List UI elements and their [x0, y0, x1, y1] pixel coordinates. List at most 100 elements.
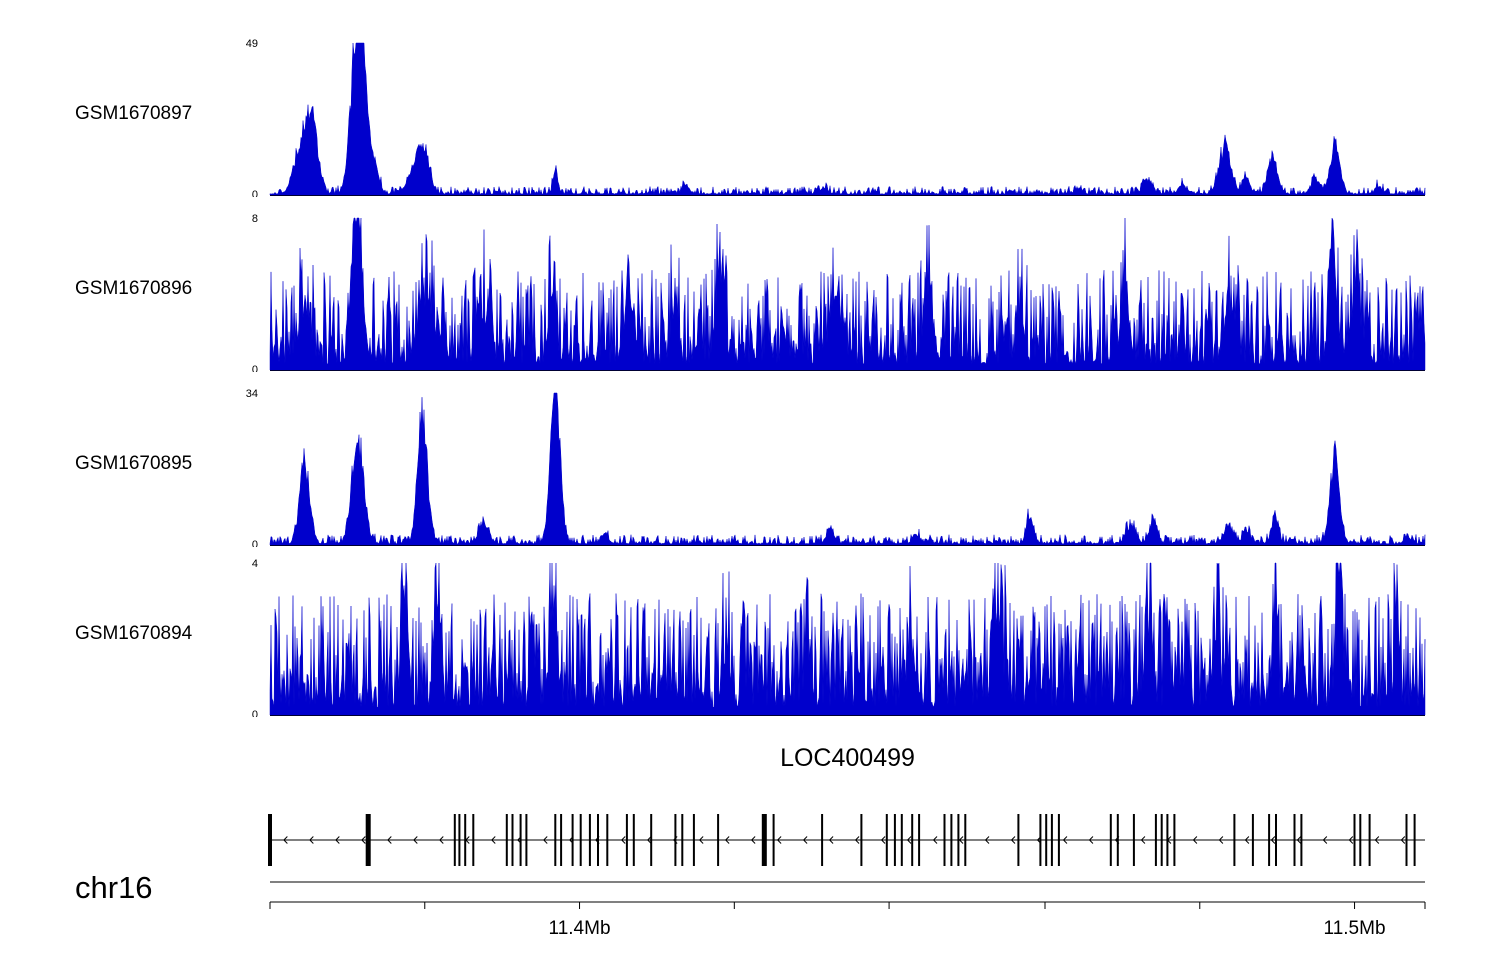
gene-exon — [554, 814, 557, 866]
gene-exon — [1413, 814, 1416, 866]
genome-axis: 11.4Mb 11.5Mb — [269, 901, 1426, 939]
minus-strand-arrow-icon — [1088, 836, 1094, 844]
gene-exon — [1293, 814, 1296, 866]
track-label-GSM1670895: GSM1670895 — [75, 453, 193, 474]
gene-exon — [943, 814, 946, 866]
track-ymax-label: 49 — [246, 38, 258, 50]
gene-exon — [1050, 814, 1053, 866]
gene-exon — [1057, 814, 1060, 866]
minus-strand-arrow-icon — [880, 836, 886, 844]
gene-exon — [885, 814, 888, 866]
minus-strand-arrow-icon — [413, 836, 418, 844]
track-ymax-label: 4 — [252, 558, 258, 570]
coverage-signal-area — [269, 562, 1426, 716]
gene-exon — [821, 814, 824, 866]
gene-exon — [1132, 814, 1135, 866]
gene-exon — [1045, 814, 1048, 866]
gene-exon — [268, 814, 272, 866]
minus-strand-arrow-icon — [1244, 836, 1250, 844]
track-ymax-label: 34 — [246, 388, 258, 400]
gene-exon — [571, 814, 574, 866]
minus-strand-arrow-icon — [620, 836, 626, 844]
gene-exon — [606, 814, 609, 866]
minus-strand-arrow-icon — [828, 836, 834, 844]
gene-exon — [1368, 814, 1371, 866]
gene-exon — [950, 814, 953, 866]
axis-tick-label: 11.4Mb — [549, 918, 611, 939]
gene-exon — [505, 814, 508, 866]
gene-exon — [472, 814, 475, 866]
gene-exon — [511, 814, 514, 866]
gene-exon — [1160, 814, 1163, 866]
gene-exon — [957, 814, 960, 866]
axis-tick-label: 11.5Mb — [1324, 918, 1386, 939]
gene-exon — [918, 814, 921, 866]
minus-strand-arrow-icon — [283, 836, 288, 844]
minus-strand-arrow-icon — [958, 836, 964, 844]
track-label-GSM1670894: GSM1670894 — [75, 623, 193, 644]
gene-exon — [1275, 814, 1277, 866]
gene-exon — [1116, 814, 1119, 866]
gene-exon — [911, 814, 914, 866]
minus-strand-arrow-icon — [439, 836, 444, 844]
gene-exon — [860, 814, 863, 866]
minus-strand-arrow-icon — [1010, 836, 1016, 844]
track-yzero-label: 0 — [252, 539, 258, 547]
gene-exon — [625, 814, 628, 866]
gene-exon — [674, 814, 677, 866]
minus-strand-arrow-icon — [1400, 836, 1406, 844]
track-yzero-label: 0 — [252, 709, 258, 717]
gene-exon — [1109, 814, 1112, 866]
gene-exon — [1173, 814, 1176, 866]
gene-exon — [632, 814, 635, 866]
minus-strand-arrow-icon — [646, 836, 652, 844]
minus-strand-arrow-icon — [984, 836, 990, 844]
minus-strand-arrow-icon — [854, 836, 860, 844]
gene-exon — [964, 814, 967, 866]
gene-exon — [1268, 814, 1271, 866]
gene-exon — [900, 814, 903, 866]
minus-strand-arrow-icon — [906, 836, 912, 844]
gene-exon — [525, 814, 528, 866]
minus-strand-arrow-icon — [1140, 836, 1146, 844]
track-yzero-label: 0 — [252, 364, 258, 372]
coverage-track-GSM1670894: 40 — [252, 558, 1426, 717]
coverage-track-GSM1670897: 49 0 — [246, 38, 1426, 197]
gene-exon — [681, 814, 684, 866]
minus-strand-arrow-icon — [776, 836, 782, 844]
gene-exon — [1233, 814, 1236, 866]
gene-exon — [692, 814, 695, 866]
minus-strand-arrow-icon — [1348, 836, 1354, 844]
gene-exon — [1251, 814, 1254, 866]
minus-strand-arrow-icon — [361, 836, 366, 844]
minus-strand-arrow-icon — [1322, 836, 1328, 844]
minus-strand-arrow-icon — [387, 836, 392, 844]
gene-exon — [458, 814, 461, 866]
minus-strand-arrow-icon — [698, 836, 704, 844]
track-ymax-label: 8 — [252, 213, 258, 225]
gene-exon — [1300, 814, 1303, 866]
coverage-signal-area — [269, 217, 1426, 371]
gene-exon — [1154, 814, 1157, 866]
gene-exon — [772, 814, 775, 866]
minus-strand-arrow-icon — [491, 836, 496, 844]
track-yzero-label: 0 — [252, 189, 258, 197]
coverage-signal-area — [269, 42, 1426, 196]
track-label-GSM1670897: GSM1670897 — [75, 103, 193, 124]
gene-exon — [1166, 814, 1169, 866]
minus-strand-arrow-icon — [750, 836, 756, 844]
gene-exon — [761, 814, 767, 866]
minus-strand-arrow-icon — [1218, 836, 1224, 844]
coverage-track-GSM1670895: 34 0 — [246, 388, 1426, 547]
gene-exon — [519, 814, 522, 866]
minus-strand-arrow-icon — [543, 836, 548, 844]
minus-strand-arrow-icon — [1192, 836, 1198, 844]
gene-exon — [1039, 814, 1042, 866]
minus-strand-arrow-icon — [1062, 836, 1068, 844]
coverage-track-GSM1670896: 80 — [252, 213, 1426, 372]
gene-exon — [1017, 814, 1020, 866]
minus-strand-arrow-icon — [309, 836, 314, 844]
minus-strand-arrow-icon — [724, 836, 730, 844]
minus-strand-arrow-icon — [1270, 836, 1276, 844]
minus-strand-arrow-icon — [1374, 836, 1380, 844]
